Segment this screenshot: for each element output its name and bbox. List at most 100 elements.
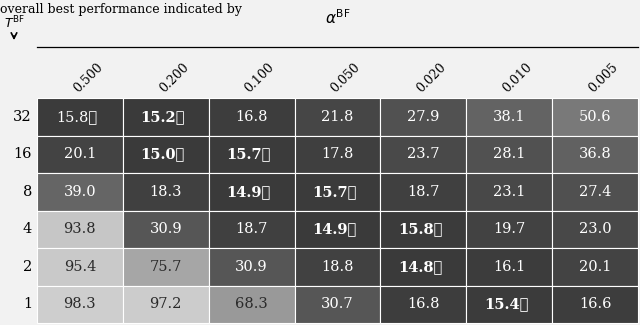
Text: 16.8: 16.8	[236, 110, 268, 124]
Text: 36.8: 36.8	[579, 147, 611, 161]
Text: 15.4☆: 15.4☆	[484, 297, 529, 311]
Text: 23.7: 23.7	[407, 147, 440, 161]
Bar	[37, 173, 123, 211]
Bar	[294, 211, 380, 248]
Text: 32: 32	[13, 110, 32, 124]
Text: 0.020: 0.020	[414, 60, 449, 95]
Text: 18.7: 18.7	[236, 222, 268, 236]
Text: overall best performance indicated by: overall best performance indicated by	[0, 3, 242, 16]
Bar	[552, 173, 638, 211]
Bar	[123, 285, 209, 323]
Bar	[467, 248, 552, 285]
Bar	[209, 173, 294, 211]
Bar	[209, 248, 294, 285]
Bar	[380, 248, 467, 285]
Text: 0.050: 0.050	[328, 60, 363, 95]
Bar	[467, 136, 552, 173]
Bar	[467, 285, 552, 323]
Text: 19.7: 19.7	[493, 222, 525, 236]
Bar	[37, 248, 123, 285]
Text: 0.100: 0.100	[243, 60, 277, 95]
Text: 1: 1	[23, 297, 32, 311]
Text: 0.200: 0.200	[157, 60, 191, 95]
Text: 15.0☆: 15.0☆	[141, 147, 185, 161]
Text: 27.9: 27.9	[407, 110, 440, 124]
Bar	[380, 136, 467, 173]
Bar	[552, 98, 638, 136]
Bar	[552, 136, 638, 173]
Text: 16.6: 16.6	[579, 297, 611, 311]
Text: 97.2: 97.2	[150, 297, 182, 311]
Bar	[123, 248, 209, 285]
Text: 93.8: 93.8	[63, 222, 96, 236]
Text: 30.9: 30.9	[150, 222, 182, 236]
Bar	[294, 248, 380, 285]
Bar	[380, 173, 467, 211]
Bar	[123, 136, 209, 173]
Text: 23.0: 23.0	[579, 222, 611, 236]
Text: 68.3: 68.3	[236, 297, 268, 311]
Bar	[380, 98, 467, 136]
Text: 50.6: 50.6	[579, 110, 611, 124]
Text: 16.8: 16.8	[407, 297, 440, 311]
Bar	[123, 98, 209, 136]
Bar	[123, 173, 209, 211]
Text: 95.4: 95.4	[64, 260, 96, 274]
Bar	[209, 98, 294, 136]
Text: 16.1: 16.1	[493, 260, 525, 274]
Text: 15.2☆: 15.2☆	[141, 110, 185, 124]
Text: 16: 16	[13, 147, 32, 161]
Text: 14.9☆: 14.9☆	[312, 222, 356, 236]
Bar	[37, 285, 123, 323]
Text: 28.1: 28.1	[493, 147, 525, 161]
Bar	[467, 98, 552, 136]
Text: 98.3: 98.3	[63, 297, 96, 311]
Text: $\alpha^{\mathrm{BF}}$: $\alpha^{\mathrm{BF}}$	[324, 9, 350, 27]
Text: 0.500: 0.500	[71, 60, 105, 95]
Bar	[123, 211, 209, 248]
Bar	[209, 285, 294, 323]
Bar	[209, 136, 294, 173]
Bar	[552, 285, 638, 323]
Bar	[294, 98, 380, 136]
Bar	[37, 136, 123, 173]
Bar	[552, 248, 638, 285]
Text: 18.3: 18.3	[150, 185, 182, 199]
Text: $T^{\mathrm{BF}}$: $T^{\mathrm{BF}}$	[3, 15, 24, 31]
Text: 15.8☆: 15.8☆	[398, 222, 442, 236]
Text: 39.0: 39.0	[63, 185, 96, 199]
Text: 20.1: 20.1	[579, 260, 611, 274]
Text: 18.7: 18.7	[407, 185, 440, 199]
Text: 21.8: 21.8	[321, 110, 354, 124]
Bar	[467, 211, 552, 248]
Bar	[380, 285, 467, 323]
Text: 0.005: 0.005	[586, 60, 620, 95]
Bar	[37, 98, 123, 136]
Text: 14.9☆: 14.9☆	[227, 185, 271, 199]
Text: 75.7: 75.7	[150, 260, 182, 274]
Text: 23.1: 23.1	[493, 185, 525, 199]
Text: 15.7☆: 15.7☆	[312, 185, 356, 199]
Bar	[37, 211, 123, 248]
Text: 30.7: 30.7	[321, 297, 354, 311]
Text: 15.8☆: 15.8☆	[56, 110, 97, 124]
Bar	[552, 211, 638, 248]
Text: 2: 2	[23, 260, 32, 274]
Text: 18.8: 18.8	[321, 260, 354, 274]
Text: 30.9: 30.9	[236, 260, 268, 274]
Text: 15.7☆: 15.7☆	[227, 147, 271, 161]
Bar	[294, 173, 380, 211]
Text: 14.8★: 14.8★	[398, 260, 442, 274]
Text: 4: 4	[23, 222, 32, 236]
Text: 20.1: 20.1	[64, 147, 96, 161]
Bar	[467, 173, 552, 211]
Bar	[209, 211, 294, 248]
Bar	[380, 211, 467, 248]
Text: 8: 8	[22, 185, 32, 199]
Text: 27.4: 27.4	[579, 185, 611, 199]
Text: 17.8: 17.8	[321, 147, 354, 161]
Bar	[294, 136, 380, 173]
Bar	[294, 285, 380, 323]
Text: 38.1: 38.1	[493, 110, 525, 124]
Text: 0.010: 0.010	[500, 60, 534, 95]
